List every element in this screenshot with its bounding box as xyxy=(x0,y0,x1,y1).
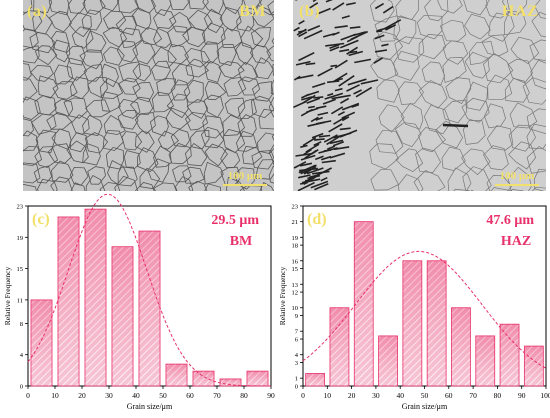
x-tick-label: 60 xyxy=(445,391,453,400)
y-tick-label: 19 xyxy=(17,235,24,242)
histogram-bar xyxy=(499,323,520,387)
x-tick-label: 10 xyxy=(51,391,59,400)
x-tick-label: 70 xyxy=(469,391,477,400)
x-tick-label: 40 xyxy=(396,391,404,400)
panel-tag: (c) xyxy=(32,211,50,228)
x-tick-label: 50 xyxy=(159,391,167,400)
y-tick-label: 10 xyxy=(292,305,299,312)
histogram-bar xyxy=(165,363,188,387)
y-tick-label: 4 xyxy=(20,352,24,359)
y-tick-label: 16 xyxy=(292,258,299,265)
y-tick-label: 12 xyxy=(292,290,299,297)
histogram-bar xyxy=(84,208,107,387)
histogram-bar xyxy=(402,260,423,387)
y-tick-label: 21 xyxy=(292,219,299,226)
y-tick-label: 18 xyxy=(292,243,299,250)
x-tick-label: 0 xyxy=(26,391,30,400)
histogram-bar xyxy=(353,221,374,387)
x-axis-label: Grain size/μm xyxy=(127,402,173,411)
y-axis-label: Relative Frequency xyxy=(278,266,287,325)
histogram-bar xyxy=(192,370,215,387)
x-tick-label: 70 xyxy=(213,391,221,400)
y-tick-label: 3 xyxy=(295,360,298,367)
histogram-bar xyxy=(426,260,447,387)
histogram-bar xyxy=(111,246,134,387)
y-tick-label: 7 xyxy=(295,329,299,336)
x-tick-label: 60 xyxy=(186,391,194,400)
micrograph-haz: (b) HAZ 100 μm xyxy=(293,0,546,191)
grain-structure-haz xyxy=(293,0,546,191)
y-tick-label: 4 xyxy=(295,352,299,359)
y-tick-label: 13 xyxy=(292,282,299,289)
x-tick-label: 50 xyxy=(421,391,429,400)
y-tick-label: 15 xyxy=(292,266,299,273)
y-tick-label: 9 xyxy=(295,313,298,320)
y-tick-label: 0 xyxy=(20,384,23,391)
y-tick-label: 1 xyxy=(295,376,298,383)
y-tick-label: 15 xyxy=(17,266,24,273)
histogram-bar xyxy=(451,307,471,387)
scale-label-a: 100 μm xyxy=(227,170,263,182)
histogram-bm: 0 10 20 30 40 50 60 70 80 90 0 4 8 11 15 19 23 Grain size… xyxy=(0,193,275,418)
x-tick-label: 20 xyxy=(78,391,86,400)
x-tick-label: 80 xyxy=(240,391,248,400)
y-tick-label: 8 xyxy=(20,321,23,328)
grain-structure-bm xyxy=(23,0,274,191)
scale-label-b: 100 μm xyxy=(499,170,535,182)
mean-grain-size: 47.6 μm xyxy=(486,213,534,228)
y-tick-label: 23 xyxy=(17,204,24,211)
y-tick-label: 19 xyxy=(292,235,299,242)
x-tick-label: 0 xyxy=(301,391,305,400)
scale-bar-b xyxy=(495,184,539,186)
x-tick-label: 90 xyxy=(267,391,275,400)
gaussian-fit-curve xyxy=(302,250,547,369)
y-axis-label: Relative Frequency xyxy=(3,266,12,325)
panel-tag-a: (a) xyxy=(27,3,48,20)
x-axis-label: Grain size/μm xyxy=(402,402,448,411)
histogram-bar xyxy=(329,307,350,387)
histogram-bar xyxy=(523,345,544,387)
x-tick-label: 20 xyxy=(348,391,356,400)
histogram-haz-svg: 0 10 20 30 40 50 60 70 80 90 100013467910121315161… xyxy=(278,204,550,412)
histogram-bar xyxy=(475,335,496,387)
histogram-haz: 0 10 20 30 40 50 60 70 80 90 100 0 1 3 4 6 7 9 10 12 13 15 16 1… xyxy=(275,200,550,418)
material-zone-label: HAZ xyxy=(501,234,531,249)
histogram-bar xyxy=(305,373,326,387)
panel-tag-b: (b) xyxy=(299,3,321,20)
material-zone-label: BM xyxy=(230,234,253,249)
y-tick-label: 11 xyxy=(17,297,23,304)
histogram-bar xyxy=(378,335,398,387)
histogram-bm-svg: 0 10 20 30 40 50 60 70 80 90 0 4 8 11 15 19 23 Grain size… xyxy=(3,193,275,411)
x-tick-label: 100 xyxy=(540,391,550,400)
y-tick-label: 23 xyxy=(292,204,299,211)
panel-tag: (d) xyxy=(307,211,327,228)
x-tick-label: 10 xyxy=(324,391,332,400)
panel-name-haz: HAZ xyxy=(501,3,538,20)
histogram-bar xyxy=(138,230,161,387)
x-tick-label: 30 xyxy=(105,391,113,400)
histogram-bar xyxy=(30,299,53,387)
micrograph-bm: (a) BM 100 μm xyxy=(23,0,274,191)
histogram-bar xyxy=(246,370,269,387)
y-tick-label: 6 xyxy=(295,337,299,344)
histogram-bar xyxy=(57,216,80,387)
x-tick-label: 40 xyxy=(132,391,140,400)
x-tick-label: 30 xyxy=(372,391,380,400)
panel-name-bm: BM xyxy=(239,3,266,20)
y-tick-label: 0 xyxy=(295,384,298,391)
gaussian-fit-curve xyxy=(27,193,271,387)
scale-bar-a xyxy=(223,184,267,186)
mean-grain-size: 29.5 μm xyxy=(211,213,259,228)
x-tick-label: 90 xyxy=(518,391,526,400)
x-tick-label: 80 xyxy=(494,391,502,400)
